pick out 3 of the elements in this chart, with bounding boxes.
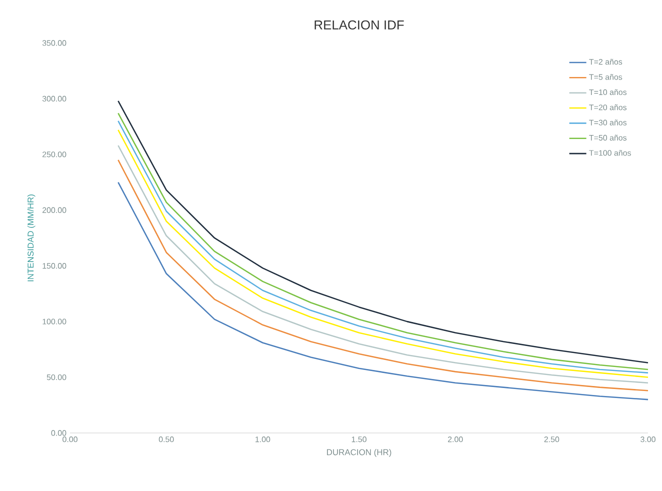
chart-title: RELACION IDF xyxy=(314,20,404,30)
x-axis-title: DURACION (HR) xyxy=(327,448,392,457)
y-axis-title: INTENSIDAD (MM/HR) xyxy=(27,194,36,282)
